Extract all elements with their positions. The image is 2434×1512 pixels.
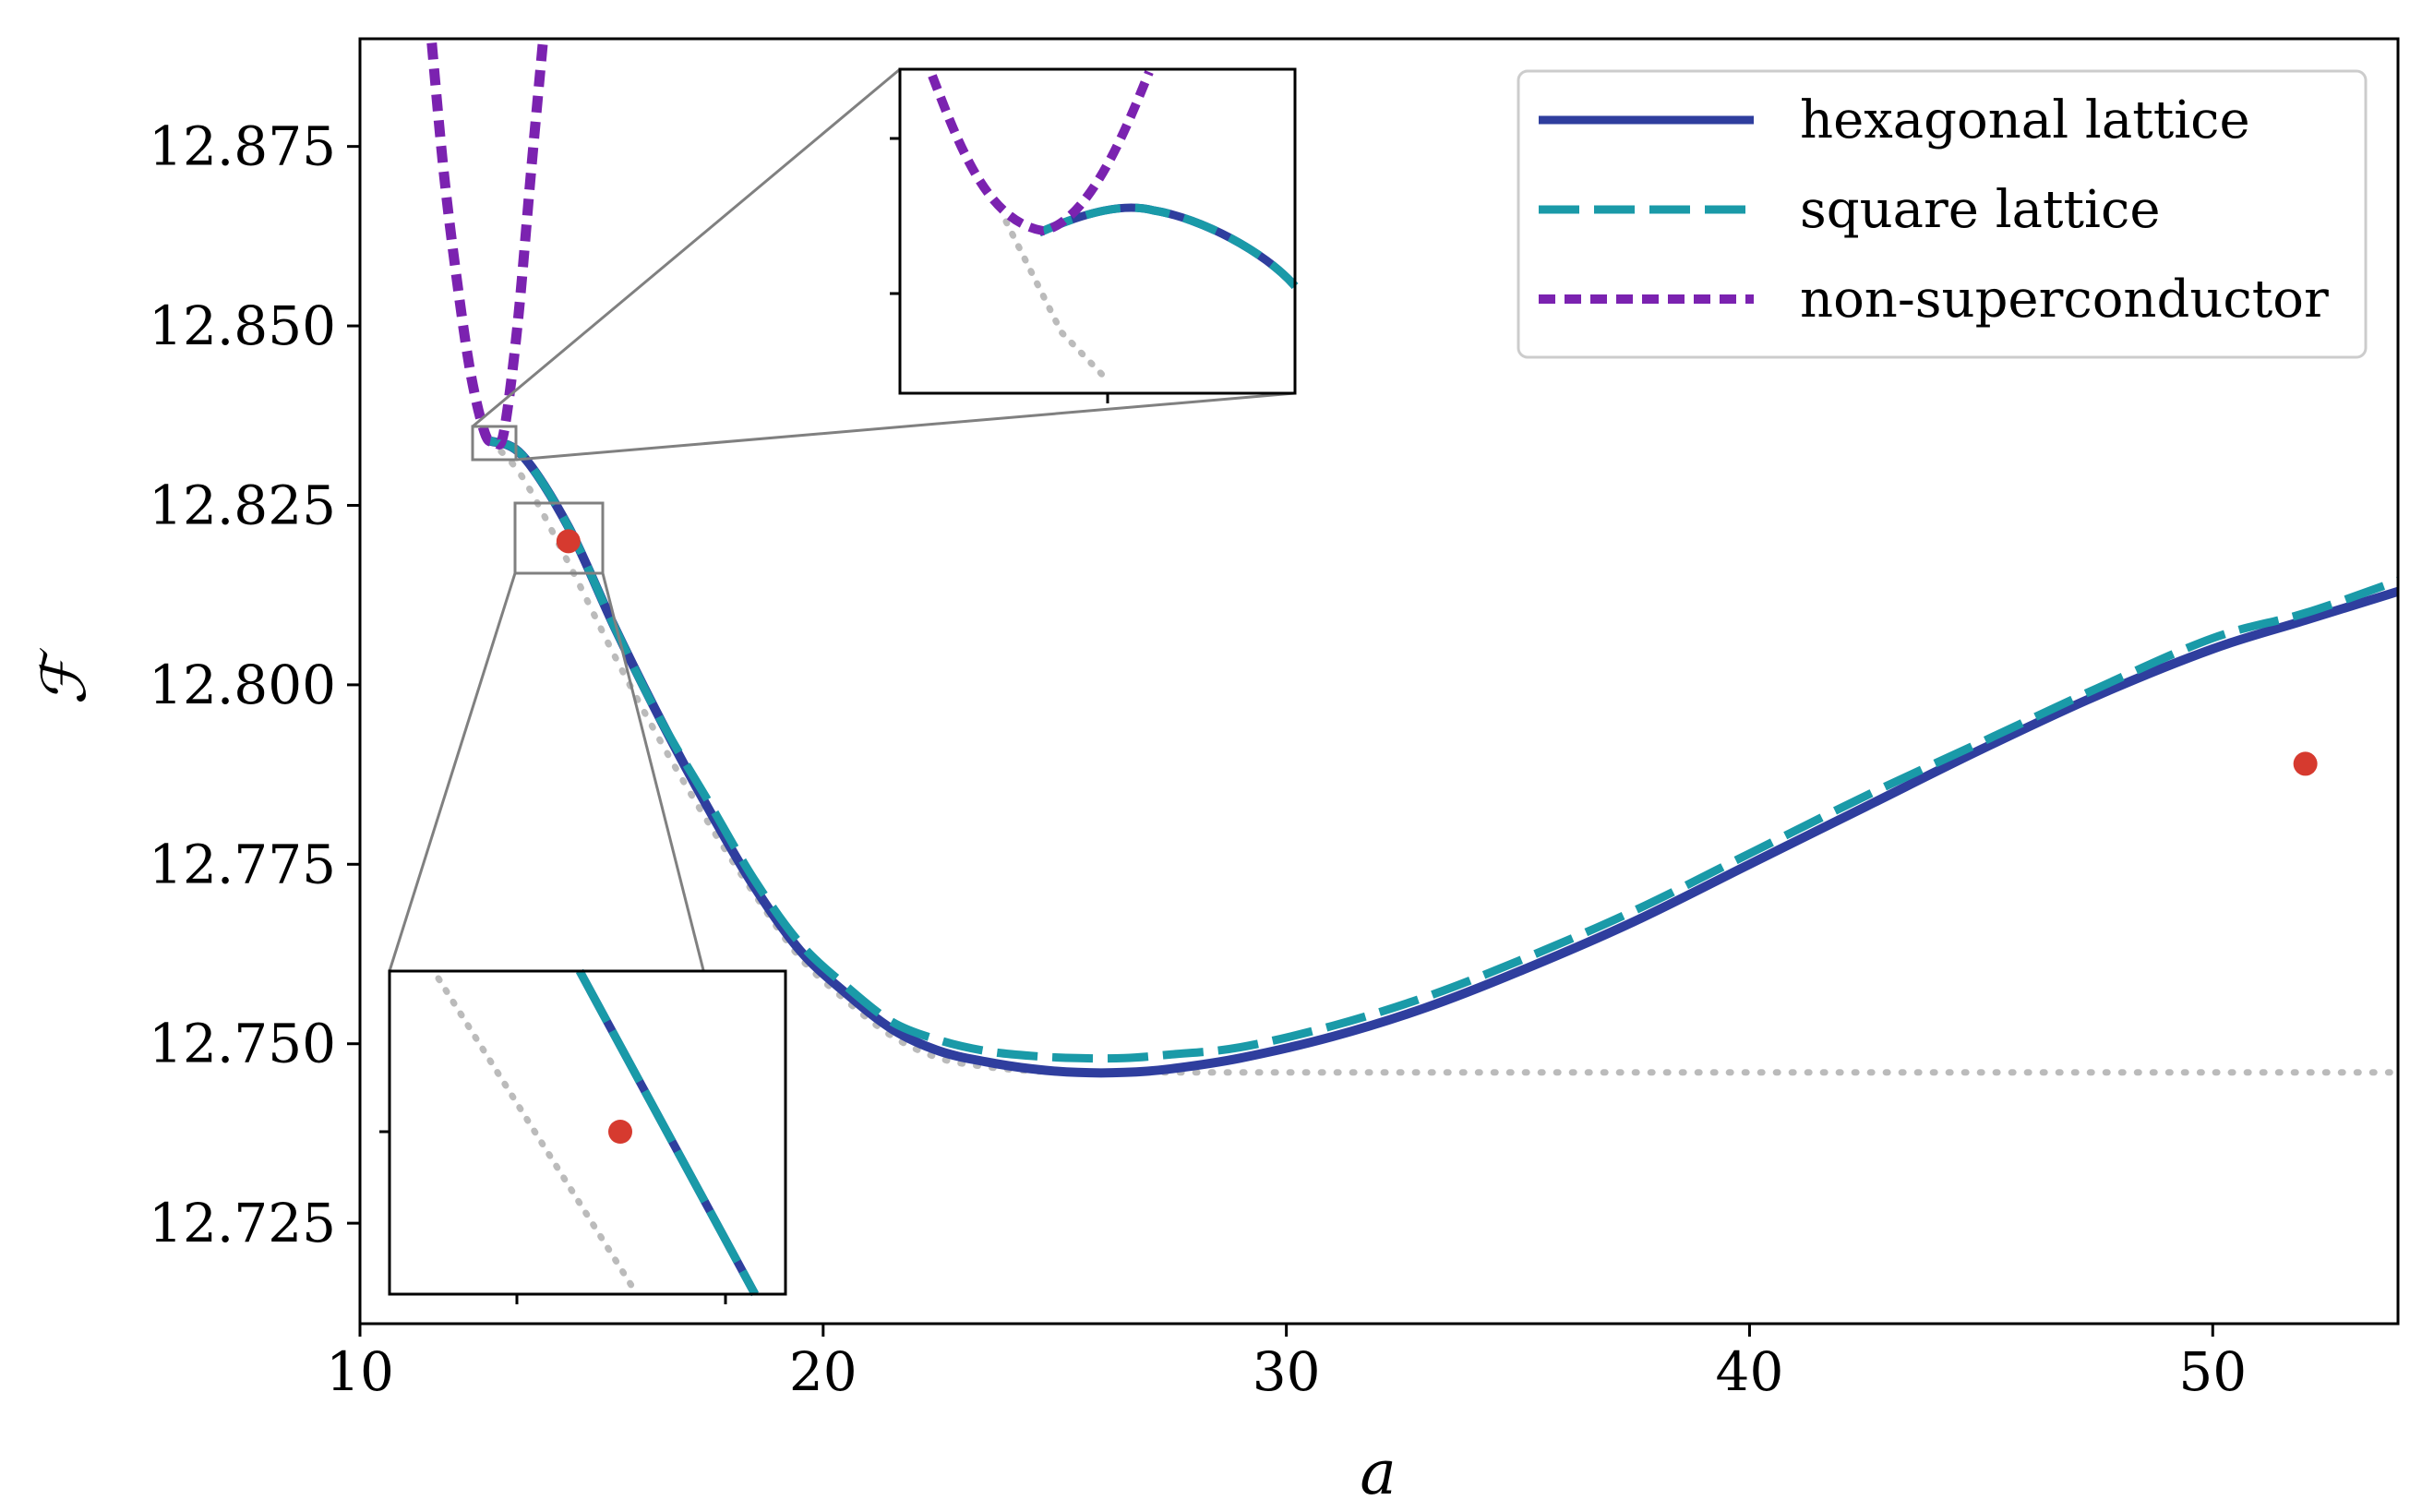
series-line-non-superconductor: [426, 39, 549, 450]
legend-label-square: square lattice: [1800, 180, 2160, 240]
inset-top: [890, 67, 1299, 403]
y-tick-label: 12.775: [149, 833, 336, 895]
y-axis: 12.725 12.750 12.775 12.800 12.825 12.850 12.8…: [149, 115, 360, 1254]
x-tick-label: 50: [2178, 1340, 2247, 1403]
x-tick-label: 30: [1253, 1340, 1321, 1403]
x-axis-label: a: [1360, 1437, 1396, 1508]
inset-bottom: [379, 968, 787, 1304]
y-tick-label: 12.725: [149, 1192, 336, 1254]
plot-frame: [358, 37, 2400, 1326]
y-tick-label: 12.750: [149, 1013, 336, 1075]
legend-label-non-superconductor: non-superconductor: [1800, 270, 2329, 330]
inset-top-non-superconductor-curve: [928, 70, 1154, 236]
y-axis-label: ℱ: [29, 647, 100, 705]
y-tick-label: 12.850: [149, 294, 336, 357]
main-plot: [426, 39, 2398, 1078]
x-tick-label: 10: [326, 1340, 394, 1403]
y-tick-label: 12.875: [149, 115, 336, 178]
inset-bottom-data-point: [608, 1120, 632, 1144]
connector-line: [472, 67, 901, 428]
connector-line: [515, 391, 1296, 462]
y-tick-label: 12.825: [149, 474, 336, 536]
inset-top-curves: [928, 70, 1299, 384]
inset-bottom-square-curve: [576, 968, 759, 1297]
series-line-square-lattice: [487, 437, 2398, 1063]
inset-bottom-background: [390, 971, 785, 1294]
series-line-hexagonal-lattice: [487, 436, 2398, 1078]
data-point: [556, 529, 581, 554]
y-tick-label: 12.800: [149, 654, 336, 716]
data-point: [2293, 751, 2318, 776]
legend-box: [1517, 69, 2368, 359]
inset-top-frame: [898, 67, 1297, 395]
inset-top-square-curve: [1037, 203, 1299, 289]
inset-top-background: [900, 69, 1295, 393]
x-tick-label: 40: [1716, 1340, 1784, 1403]
zoom-box-middle: [513, 501, 605, 575]
inset-top-reference-curve: [1002, 218, 1111, 384]
legend: hexagonal lattice square lattice non-sup…: [1517, 69, 2368, 359]
zoom-box-top: [471, 425, 518, 462]
x-axis: 10 20 30 40 50: [326, 1324, 2247, 1403]
legend-label-hexagonal: hexagonal lattice: [1800, 90, 2250, 150]
series-layer: [426, 39, 2398, 1078]
points-layer: [556, 529, 2318, 776]
connector-line: [388, 572, 517, 972]
x-tick-label: 20: [789, 1340, 857, 1403]
